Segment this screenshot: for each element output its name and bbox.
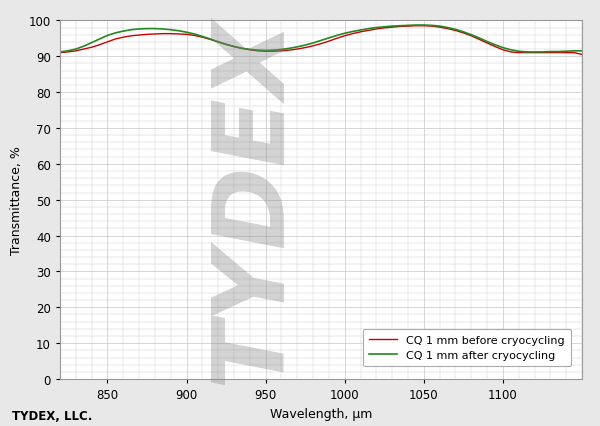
CQ 1 mm before cryocycling [547,51,554,56]
CQ 1 mm after cryocycling [412,23,419,29]
CQ 1 mm after cryocycling [270,49,277,54]
CQ 1 mm before cryocycling [56,51,64,56]
CQ 1 mm before cryocycling [119,35,127,40]
CQ 1 mm after cryocycling [136,27,143,32]
X-axis label: Wavelength, μm: Wavelength, μm [270,407,372,420]
Text: TYDEX: TYDEX [205,16,302,384]
Line: CQ 1 mm before cryocycling: CQ 1 mm before cryocycling [60,27,582,55]
Legend: CQ 1 mm before cryocycling, CQ 1 mm after cryocycling: CQ 1 mm before cryocycling, CQ 1 mm afte… [362,329,571,366]
CQ 1 mm after cryocycling [547,50,554,55]
CQ 1 mm before cryocycling [293,47,301,52]
CQ 1 mm before cryocycling [412,24,419,29]
CQ 1 mm after cryocycling [578,49,586,54]
CQ 1 mm before cryocycling [136,33,143,38]
Line: CQ 1 mm after cryocycling: CQ 1 mm after cryocycling [60,26,582,53]
CQ 1 mm before cryocycling [578,53,586,58]
CQ 1 mm after cryocycling [119,29,127,35]
CQ 1 mm after cryocycling [293,45,301,50]
CQ 1 mm after cryocycling [460,30,467,35]
CQ 1 mm before cryocycling [270,49,277,55]
Text: TYDEX, LLC.: TYDEX, LLC. [12,409,92,422]
CQ 1 mm after cryocycling [56,50,64,55]
CQ 1 mm before cryocycling [460,31,467,36]
Y-axis label: Transmittance, %: Transmittance, % [10,146,23,254]
